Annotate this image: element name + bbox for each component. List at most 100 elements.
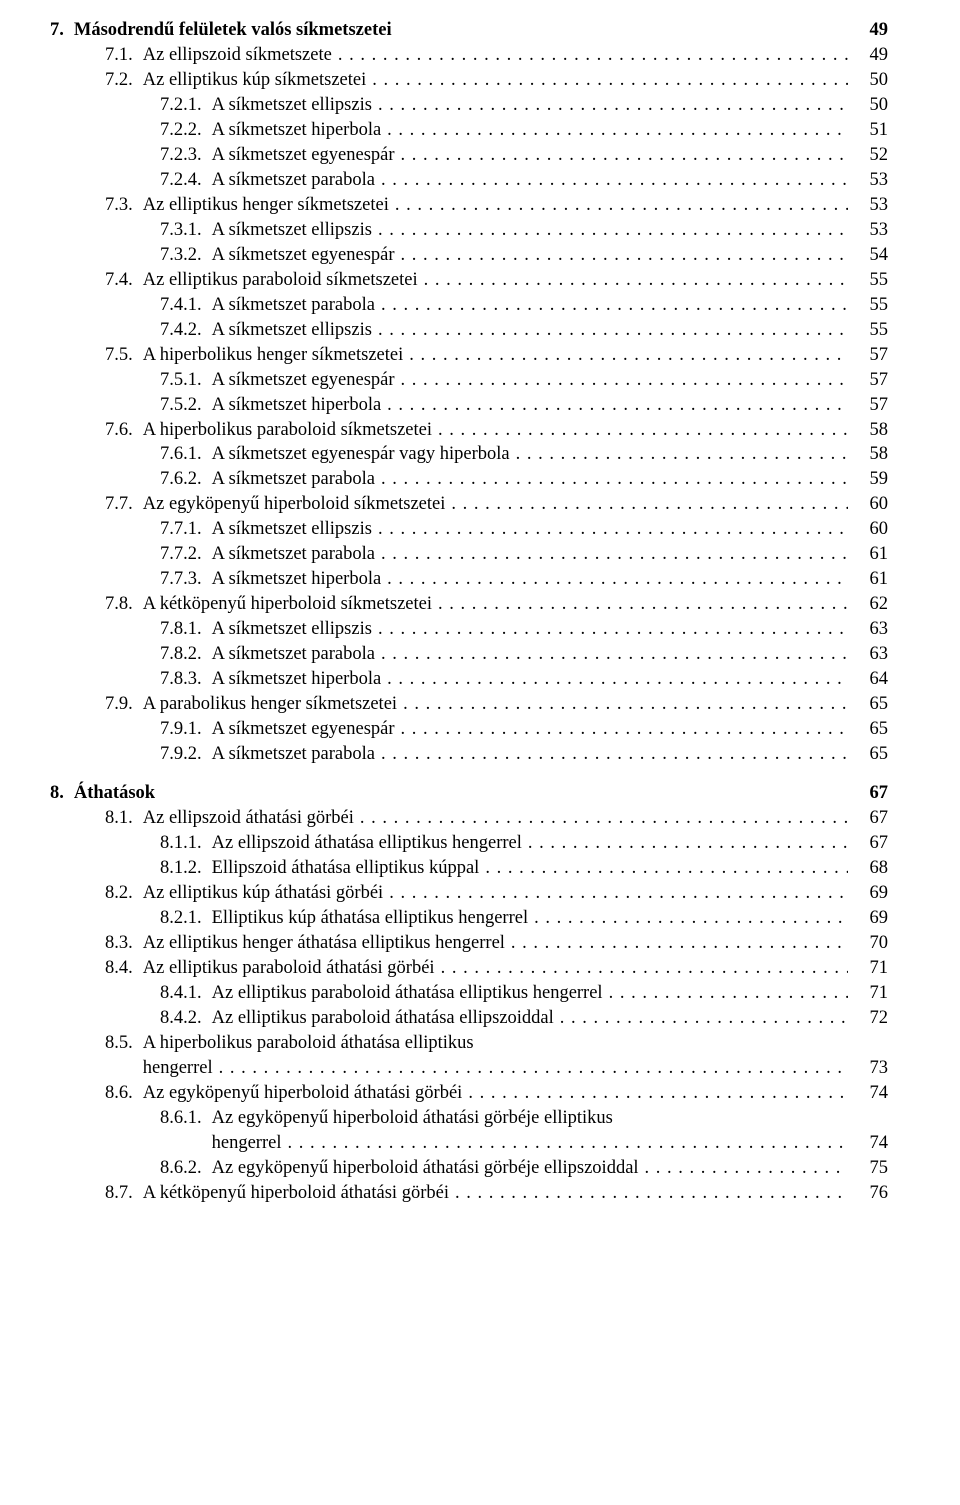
toc-number: 7.7.2. [160,542,212,567]
toc-entry: 8.4.2.Az elliptikus paraboloid áthatása … [160,1006,888,1031]
toc-entry: 8.6.Az egyköpenyű hiperboloid áthatási g… [105,1081,888,1106]
toc-page-number: 71 [854,956,888,981]
toc-number: 7.2.3. [160,143,212,168]
toc-entry: 8.1.Az ellipszoid áthatási görbéi67 [105,806,888,831]
toc-page-number: 53 [854,168,888,193]
toc-entry: 7.2.1.A síkmetszet ellipszis50 [160,93,888,118]
toc-page-number: 63 [854,642,888,667]
toc-number: 7.2. [105,68,143,93]
toc-leader-dots [287,1131,848,1156]
toc-number: 8. [50,781,74,806]
toc-leader-dots [381,642,848,667]
toc-leader-dots [511,931,848,956]
toc-leader-dots [528,831,848,856]
toc-number: 7.2.2. [160,118,212,143]
toc-number: 7.3.2. [160,243,212,268]
toc-leader-dots [403,692,848,717]
toc-title: Az elliptikus paraboloid áthatása ellipt… [212,981,603,1006]
toc-number: 7.3.1. [160,218,212,243]
toc-number: 7.7. [105,492,143,517]
toc-title: A síkmetszet parabola [212,293,375,318]
toc-title: Elliptikus kúp áthatása elliptikus henge… [212,906,528,931]
toc-title: A síkmetszet ellipszis [212,517,372,542]
toc-title: A síkmetszet ellipszis [212,218,372,243]
toc-title: A síkmetszet parabola [212,642,375,667]
toc-entry: 8.5.hengerrel73 [105,1056,888,1081]
toc-title: Az ellipszoid síkmetszete [143,43,332,68]
toc-title: Az elliptikus kúp áthatási görbéi [143,881,383,906]
toc-leader-dots [401,717,848,742]
toc-leader-dots [401,143,848,168]
toc-leader-dots [219,1056,848,1081]
toc-page-number: 55 [854,268,888,293]
toc-entry: 7.3.2.A síkmetszet egyenespár54 [160,243,888,268]
toc-number: 7.9.2. [160,742,212,767]
toc-title: Az egyköpenyű hiperboloid áthatási görbé… [143,1081,463,1106]
toc-page-number: 72 [854,1006,888,1031]
toc-leader-dots [401,368,848,393]
toc-leader-dots [485,856,848,881]
toc-title: A kétköpenyű hiperboloid áthatási görbéi [143,1181,449,1206]
toc-leader-dots [372,68,848,93]
toc-number: 7.5.1. [160,368,212,393]
toc-number: 7.3. [105,193,143,218]
toc-number: 7.8.2. [160,642,212,667]
toc-entry: 7.7.Az egyköpenyű hiperboloid síkmetszet… [105,492,888,517]
toc-number: 7.5.2. [160,393,212,418]
toc-page-number: 58 [854,418,888,443]
toc-page-number: 74 [854,1131,888,1156]
toc-entry: 7.4.Az elliptikus paraboloid síkmetszete… [105,268,888,293]
toc-entry: 7.1.Az ellipszoid síkmetszete49 [105,43,888,68]
toc-page-number: 67 [854,781,888,806]
toc-entry: 7.7.2.A síkmetszet parabola61 [160,542,888,567]
toc-title: Az ellipszoid áthatása elliptikus henger… [212,831,522,856]
toc-page-number: 52 [854,143,888,168]
toc-page-number: 49 [854,18,888,43]
toc-entry: 8.6.2.Az egyköpenyű hiperboloid áthatási… [160,1156,888,1181]
toc-leader-dots [387,567,848,592]
toc-page-number: 69 [854,881,888,906]
toc-leader-dots [378,517,848,542]
toc-leader-dots [455,1181,848,1206]
toc-number: 8.1.2. [160,856,212,881]
toc-page-number: 69 [854,906,888,931]
toc-entry: 7.9.A parabolikus henger síkmetszetei65 [105,692,888,717]
toc-leader-dots [609,981,848,1006]
toc-entry: 7.8.A kétköpenyű hiperboloid síkmetszete… [105,592,888,617]
toc-title: Az elliptikus paraboloid áthatási görbéi [143,956,435,981]
toc-title: A hiperbolikus henger síkmetszetei [143,343,403,368]
toc-number: 8.5. [105,1031,143,1056]
toc-number: 8.4.1. [160,981,212,1006]
toc-number: 7.9.1. [160,717,212,742]
toc-leader-dots [387,393,848,418]
toc-number: 8.4. [105,956,143,981]
toc-entry: 7.5.1.A síkmetszet egyenespár57 [160,368,888,393]
toc-entry: 7.3.Az elliptikus henger síkmetszetei53 [105,193,888,218]
toc-entry: 7.8.1.A síkmetszet ellipszis63 [160,617,888,642]
toc-page-number: 58 [854,442,888,467]
toc-entry: 7.6.1.A síkmetszet egyenespár vagy hiper… [160,442,888,467]
toc-page-number: 53 [854,218,888,243]
toc-leader-dots [360,806,848,831]
toc-entry: 7.2.2.A síkmetszet hiperbola51 [160,118,888,143]
toc-entry: 8.1.1.Az ellipszoid áthatása elliptikus … [160,831,888,856]
toc-page-number: 57 [854,343,888,368]
toc-leader-dots [381,293,848,318]
toc-leader-dots [395,193,848,218]
toc-entry: 7.2.Az elliptikus kúp síkmetszetei50 [105,68,888,93]
toc-number: 7.9. [105,692,143,717]
toc-number: 8.2. [105,881,143,906]
toc-entry: 7.2.4.A síkmetszet parabola53 [160,168,888,193]
toc-number: 7.8. [105,592,143,617]
toc-title: A síkmetszet egyenespár vagy hiperbola [212,442,510,467]
toc-page-number: 64 [854,667,888,692]
toc-leader-dots [338,43,848,68]
toc-page: 7.Másodrendű felületek valós síkmetszete… [0,0,960,1505]
toc-page-number: 50 [854,93,888,118]
toc-entry: 8.3.Az elliptikus henger áthatása ellipt… [105,931,888,956]
toc-entry: 7.7.3.A síkmetszet hiperbola61 [160,567,888,592]
toc-page-number: 74 [854,1081,888,1106]
toc-number: 7.4. [105,268,143,293]
toc-title: A síkmetszet hiperbola [212,393,382,418]
toc-leader-dots [378,218,848,243]
